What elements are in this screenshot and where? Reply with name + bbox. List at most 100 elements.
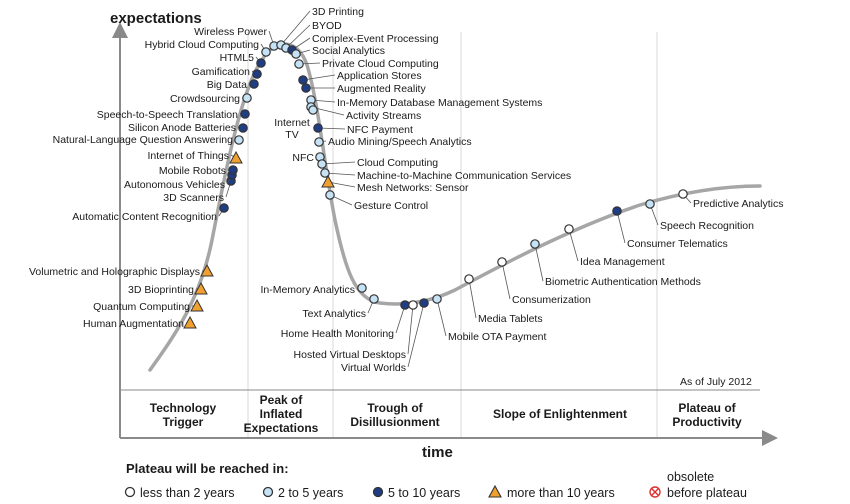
technology-label: Speech Recognition [660,220,754,232]
technology-label: Application Stores [337,70,422,82]
phase-dividers [247,32,658,438]
technology-marker [408,300,418,310]
technology-label: Hosted Virtual Desktops [294,349,406,361]
technology-marker [308,105,318,115]
technology-marker [400,300,410,310]
technology-label: Consumer Telematics [627,238,728,250]
technology-marker [249,79,259,89]
technology-label: Quantum Computing [93,301,190,313]
technology-label: Predictive Analytics [693,198,783,210]
technology-marker [612,206,622,216]
technology-marker [497,257,507,267]
technology-label: BYOD [312,20,342,32]
legend-label-obsolete-top: obsolete [667,470,714,484]
legend-label-5to10: 5 to 10 years [388,486,460,500]
technology-marker [564,224,574,234]
technology-markers: Human Augmentation Quantum Computing 3D Bi… [29,6,783,374]
leader-line [501,261,511,300]
technology-label: 3D Scanners [163,192,224,204]
technology-label: Natural-Language Question Answering [53,134,234,146]
technology-marker [419,298,429,308]
legend-marker-5to10 [372,486,384,498]
technology-marker [678,189,688,199]
technology-label: Mesh Networks: Sensor [357,182,469,194]
technology-label: Autonomous Vehicles [124,179,225,191]
technology-marker [234,135,244,145]
leader-line [327,181,356,188]
technology-label: Crowdsourcing [170,93,240,105]
technology-label: Internet TV [274,117,310,141]
technology-label: Private Cloud Computing [322,58,439,70]
technology-marker [240,109,250,119]
technology-marker [325,190,335,200]
technology-marker [432,294,442,304]
technology-marker [321,174,335,188]
phase-peak: Peak of Inflated Expectations [244,393,319,435]
leader-line [407,302,425,368]
technology-marker [242,93,252,103]
technology-marker [261,47,271,57]
technology-label: Silicon Anode Batteries [128,122,236,134]
technology-marker [530,239,540,249]
technology-marker [228,165,238,175]
technology-label: NFC [292,152,314,164]
technology-label: Speech-to-Speech Translation [97,109,238,121]
technology-label: Big Data [207,79,247,91]
legend-label-gt10: more than 10 years [507,486,615,500]
phase-plateau: Plateau of Productivity [672,401,742,429]
phase-labels: Technology Trigger Peak of Inflated Expecta… [150,393,742,435]
technology-marker [298,75,308,85]
leader-line [616,210,626,244]
technology-marker [291,49,301,59]
technology-marker [314,137,324,147]
phase-trough: Trough of Disillusionment [350,401,439,429]
technology-label: Consumerization [512,294,591,306]
phase-technology-trigger: Technology Trigger [150,401,217,429]
technology-label: NFC Payment [347,124,413,136]
technology-marker [200,263,214,277]
technology-marker [301,83,311,93]
technology-label: Virtual Worlds [341,362,406,374]
leader-line [302,74,336,81]
technology-marker [252,69,262,79]
technology-label: Media Tablets [478,313,543,325]
technology-label: Complex-Event Processing [312,33,439,45]
technology-label: Gesture Control [354,200,428,212]
technology-label: Cloud Computing [357,157,438,169]
technology-label: Idea Management [580,256,665,268]
technology-label: Automatic Content Recognition [72,211,217,223]
technology-label: Social Analytics [312,45,385,57]
technology-label: Machine-to-Machine Communication Service… [357,170,571,182]
technology-label: In-Memory Analytics [260,284,355,296]
leader-line [436,298,447,337]
leader-line [407,304,414,355]
technology-marker [238,123,248,133]
leader-line [395,304,406,334]
technology-marker [464,274,474,284]
technology-marker [317,159,327,169]
legend: Plateau will be reached in: less than 2 … [124,461,747,500]
technology-label: Activity Streams [346,110,421,122]
technology-marker [190,298,204,312]
hype-curve [148,42,762,372]
technology-label: HTML5 [220,52,255,64]
legend-marker-gt10 [488,484,502,498]
leader-line [534,243,544,282]
technology-marker [320,168,330,178]
technology-label: Home Health Monitoring [281,328,394,340]
technology-label: Hybrid Cloud Computing [145,39,260,51]
technology-label: Augmented Reality [337,83,426,95]
technology-marker [256,58,266,68]
phase-slope: Slope of Enlightenment [493,407,627,421]
leader-line [568,228,579,262]
technology-marker [645,199,655,209]
technology-marker [183,315,197,329]
legend-marker-lt2 [124,486,136,498]
leader-line [285,24,311,49]
technology-label: Mobile Robots [159,165,226,177]
technology-marker [357,283,367,293]
technology-marker [219,203,229,213]
leader-line [321,161,356,165]
y-axis-title: expectations [110,10,202,27]
